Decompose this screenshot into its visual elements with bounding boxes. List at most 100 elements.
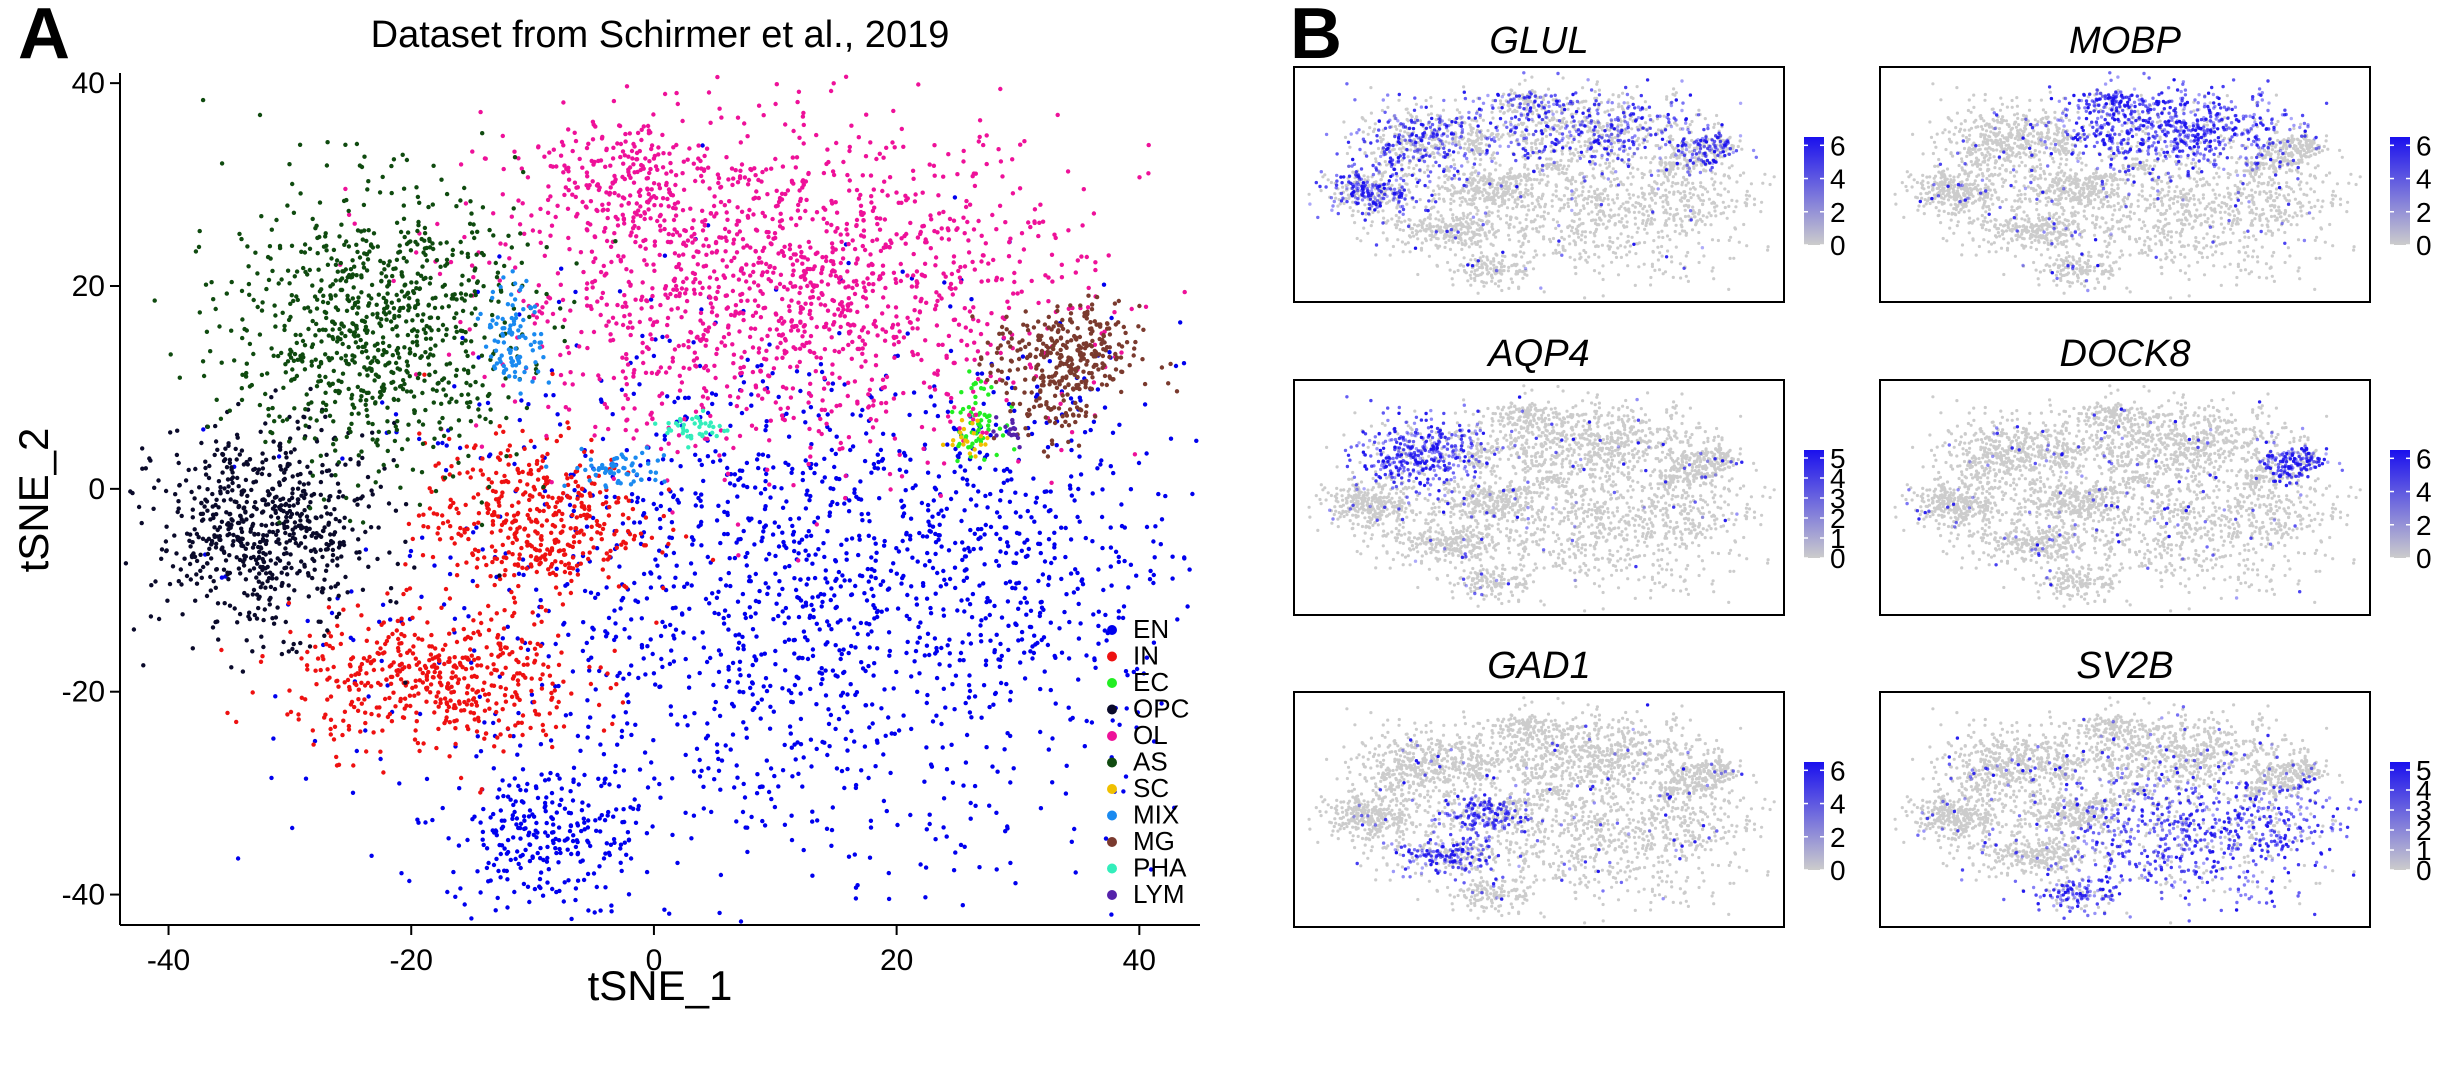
- point-en: [530, 854, 534, 858]
- point-en: [831, 381, 835, 385]
- point-ol: [642, 258, 646, 262]
- point-en: [805, 582, 809, 586]
- point-ol: [625, 382, 629, 386]
- point-ol: [803, 209, 807, 213]
- point-ol: [1076, 258, 1080, 262]
- point-in: [487, 707, 491, 711]
- point-in: [510, 650, 514, 654]
- point-in: [525, 566, 529, 570]
- point-en: [1067, 656, 1071, 660]
- point-opc: [260, 472, 264, 476]
- point-ol: [826, 282, 830, 286]
- point-in: [316, 656, 320, 660]
- point-in: [363, 721, 367, 725]
- point-opc: [356, 460, 360, 464]
- point-en: [881, 752, 885, 756]
- point-en: [748, 605, 752, 609]
- point-in: [370, 660, 374, 664]
- point-opc: [297, 569, 301, 573]
- point-en: [807, 529, 811, 533]
- point-ol: [967, 250, 971, 254]
- point-ol: [994, 227, 998, 231]
- point-opc: [320, 463, 324, 467]
- point-en: [830, 828, 834, 832]
- point-opc: [208, 575, 212, 579]
- point-ol: [797, 136, 801, 140]
- point-in: [416, 741, 420, 745]
- point-en: [781, 540, 785, 544]
- point-in: [502, 555, 506, 559]
- point-ol: [990, 213, 994, 217]
- point-in: [476, 656, 480, 660]
- point-en: [617, 564, 621, 568]
- point-opc: [360, 456, 364, 460]
- point-en: [869, 574, 873, 578]
- point-en: [448, 555, 452, 559]
- point-in: [491, 519, 495, 523]
- point-ol: [910, 326, 914, 330]
- point-in: [451, 501, 455, 505]
- point-ol: [641, 341, 645, 345]
- point-en: [668, 623, 672, 627]
- point-in: [529, 564, 533, 568]
- point-opc: [264, 524, 268, 528]
- point-in: [364, 749, 368, 753]
- point-opc: [178, 483, 182, 487]
- point-en: [1038, 687, 1042, 691]
- point-ol: [880, 189, 884, 193]
- point-en: [1111, 431, 1115, 435]
- point-ol: [808, 245, 812, 249]
- point-opc: [293, 525, 297, 529]
- point-en: [754, 572, 758, 576]
- point-in: [528, 543, 532, 547]
- point-in: [313, 669, 317, 673]
- point-ol: [447, 353, 451, 357]
- point-ol: [868, 140, 872, 144]
- point-en: [715, 518, 719, 522]
- point-opc: [280, 652, 284, 656]
- point-in: [396, 637, 400, 641]
- point-in: [519, 646, 523, 650]
- point-in: [684, 534, 688, 538]
- point-ol: [824, 229, 828, 233]
- point-en: [1072, 827, 1076, 831]
- point-en: [998, 665, 1002, 669]
- point-ol: [721, 258, 725, 262]
- point-en: [330, 611, 334, 615]
- point-en: [762, 525, 766, 529]
- point-opc: [281, 640, 285, 644]
- point-ol: [861, 244, 865, 248]
- point-opc: [238, 452, 242, 456]
- point-en: [1030, 656, 1034, 660]
- point-en: [859, 621, 863, 625]
- point-en: [582, 773, 586, 777]
- point-ec: [1001, 433, 1005, 437]
- point-en: [790, 524, 794, 528]
- point-ol: [874, 157, 878, 161]
- point-in: [447, 437, 451, 441]
- point-ol: [964, 205, 968, 209]
- point-opc: [280, 571, 284, 575]
- point-opc: [236, 521, 240, 525]
- point-en: [874, 559, 878, 563]
- point-in: [654, 621, 658, 625]
- point-in: [371, 730, 375, 734]
- point-en: [949, 743, 953, 747]
- point-ol: [612, 231, 616, 235]
- point-en: [1160, 517, 1164, 521]
- point-ol: [868, 252, 872, 256]
- point-en: [790, 467, 794, 471]
- point-ol: [1002, 336, 1006, 340]
- point-in: [428, 690, 432, 694]
- point-en: [751, 708, 755, 712]
- point-en: [705, 721, 709, 725]
- point-opc: [198, 553, 202, 557]
- point-en: [1023, 493, 1027, 497]
- point-en: [549, 738, 553, 742]
- point-in: [506, 726, 510, 730]
- point-opc: [203, 466, 207, 470]
- point-en: [871, 594, 875, 598]
- point-in: [541, 729, 545, 733]
- point-en: [1014, 510, 1018, 514]
- point-in: [504, 687, 508, 691]
